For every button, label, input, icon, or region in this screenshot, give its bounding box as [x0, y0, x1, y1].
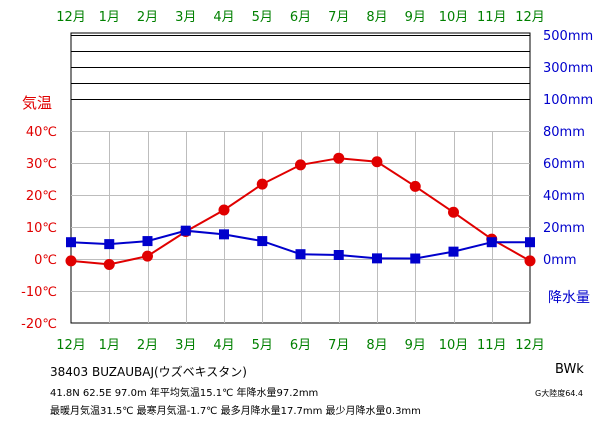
month-label-bottom: 1月	[99, 338, 120, 353]
month-label-bottom: 11月	[477, 338, 507, 353]
temperature-point	[256, 178, 268, 190]
temperature-point	[218, 204, 230, 216]
month-label-bottom: 7月	[328, 338, 349, 353]
temperature-line	[70, 157, 531, 266]
month-label-top: 7月	[328, 10, 349, 25]
month-label-top: 6月	[290, 10, 311, 25]
month-label-bottom: 12月	[515, 338, 545, 353]
left-axis-tick-label: 0℃	[34, 253, 57, 268]
precipitation-point	[142, 236, 153, 247]
temperature-point	[142, 250, 153, 262]
precipitation-point	[525, 237, 535, 248]
plot-frame	[70, 32, 531, 324]
climate-classification: BWk	[555, 362, 584, 377]
left-axis-tick-label: 40℃	[26, 125, 57, 140]
temperature-point	[333, 152, 345, 164]
precipitation-point	[104, 239, 115, 250]
precipitation-point	[66, 237, 76, 248]
precipitation-point	[448, 246, 459, 257]
month-label-bottom: 12月	[56, 338, 86, 353]
temperature-point	[103, 258, 115, 270]
right-axis-title: 降水量	[548, 290, 590, 306]
right-axis-tick-label: 40mm	[543, 189, 585, 204]
month-label-top: 12月	[515, 10, 545, 25]
right-axis-tick-label: 500mm	[543, 29, 593, 44]
precipitation-point	[295, 249, 306, 260]
temperature-point	[295, 159, 306, 171]
left-axis-tick-label: -20℃	[21, 317, 57, 332]
month-label-bottom: 5月	[252, 338, 273, 353]
precipitation-point	[180, 225, 191, 236]
month-label-top: 10月	[439, 10, 469, 25]
right-axis-tick-label: 100mm	[543, 93, 593, 108]
month-label-top: 11月	[477, 10, 507, 25]
precipitation-point	[410, 253, 421, 264]
month-label-top: 5月	[252, 10, 273, 25]
month-label-bottom: 2月	[137, 338, 158, 353]
temperature-point	[371, 156, 383, 168]
month-label-top: 1月	[99, 10, 120, 25]
station-name: 38403 BUZAUBAJ(ウズベキスタン)	[50, 365, 247, 379]
right-axis-tick-label: 80mm	[543, 125, 585, 140]
temperature-point	[65, 255, 77, 267]
month-label-bottom: 3月	[175, 338, 196, 353]
left-axis-tick-label: 30℃	[26, 157, 57, 172]
month-label-bottom: 9月	[405, 338, 426, 353]
precipitation-point	[219, 229, 229, 240]
left-axis-tick-label: -10℃	[21, 285, 57, 300]
month-label-bottom: 10月	[439, 338, 469, 353]
station-stats-line1: 41.8N 62.5E 97.0m 年平均気温15.1℃ 年降水量97.2mm	[50, 388, 319, 399]
month-label-top: 3月	[175, 10, 196, 25]
continentality-index: G大陸度64.4	[535, 389, 584, 398]
month-label-top: 12月	[56, 10, 86, 25]
left-axis-tick-label: 20℃	[26, 189, 57, 204]
temperature-point	[448, 206, 459, 218]
precipitation-point	[372, 253, 382, 264]
month-label-top: 4月	[213, 10, 234, 25]
month-label-top: 8月	[366, 10, 387, 25]
month-label-bottom: 6月	[290, 338, 311, 353]
right-axis-tick-label: 20mm	[543, 221, 585, 236]
month-label-bottom: 8月	[366, 338, 387, 353]
left-axis-tick-label: 10℃	[26, 221, 57, 236]
precipitation-point	[486, 237, 497, 248]
right-axis-tick-label: 60mm	[543, 157, 585, 172]
month-label-bottom: 4月	[213, 338, 234, 353]
temperature-point	[524, 255, 536, 267]
month-label-top: 2月	[137, 10, 158, 25]
right-axis-tick-label: 300mm	[543, 61, 593, 76]
month-label-top: 9月	[405, 10, 426, 25]
precipitation-point	[257, 236, 268, 247]
right-axis-tick-label: 0mm	[543, 253, 577, 268]
station-stats-line2: 最暖月気温31.5℃ 最寒月気温-1.7℃ 最多月降水量17.7mm 最少月降水…	[50, 406, 421, 417]
precipitation-point	[333, 250, 344, 260]
temperature-point	[409, 180, 421, 192]
left-axis-title: 気温	[22, 94, 52, 112]
